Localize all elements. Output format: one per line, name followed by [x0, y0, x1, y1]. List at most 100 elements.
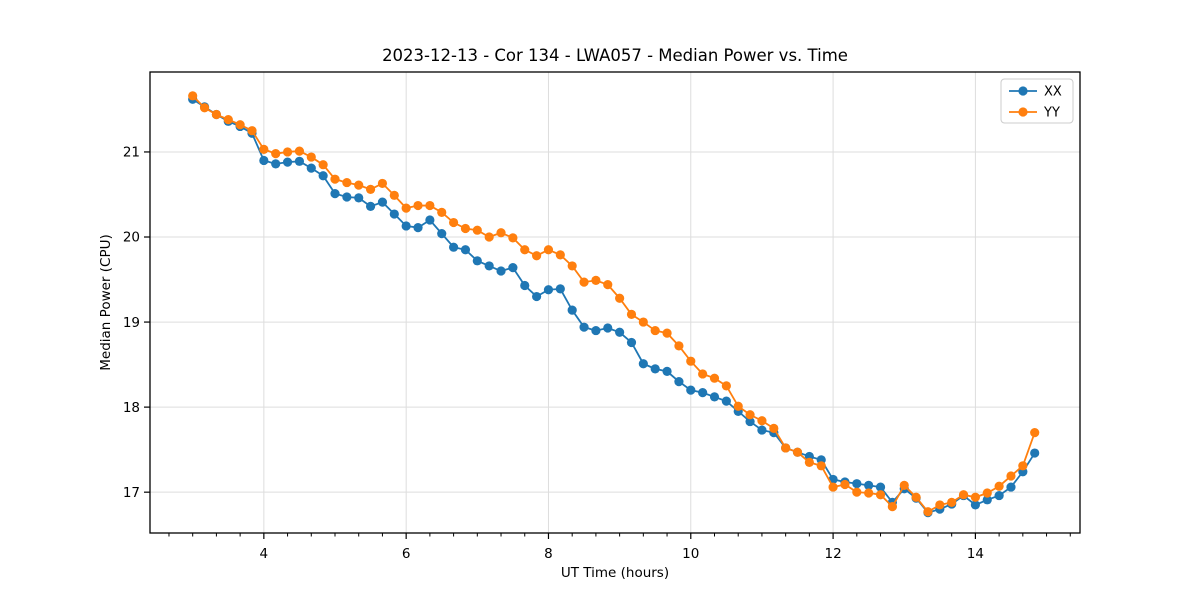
series-xx-marker — [294, 156, 305, 166]
x-tick-label: 4 — [260, 546, 269, 562]
legend-box — [1000, 78, 1074, 124]
series-xx-marker — [745, 416, 755, 427]
series-xx-marker — [970, 500, 981, 510]
series-xx-marker — [271, 159, 281, 169]
series-xx-marker — [852, 479, 862, 489]
y-tick-label: 20 — [123, 230, 140, 246]
y-tick-label: 19 — [123, 315, 140, 331]
series-yy-marker — [899, 480, 909, 490]
grid-lines — [150, 72, 1080, 533]
series-xx-marker — [709, 392, 720, 402]
series-xx-marker — [282, 157, 293, 167]
series-yy-marker — [1006, 471, 1016, 481]
series-yy-marker — [864, 488, 874, 498]
series-yy-marker — [449, 217, 459, 228]
series-yy-marker — [686, 356, 696, 366]
series-yy-marker — [626, 309, 637, 320]
legend-label-xx: XX — [1044, 85, 1062, 100]
series-xx-marker — [994, 490, 1004, 501]
series-xx-marker — [330, 189, 340, 199]
series-yy-marker — [223, 115, 233, 125]
series-yy-marker — [911, 492, 921, 502]
series-yy-marker — [650, 325, 660, 336]
y-axis-label: Median Power (CPU) — [98, 234, 114, 370]
series-xx-marker — [721, 396, 731, 406]
legend-marker-sample — [1018, 107, 1028, 117]
series-yy-marker — [401, 203, 411, 213]
series-xx-marker — [437, 229, 447, 239]
series-yy-marker — [555, 250, 565, 260]
y-tick-label: 17 — [123, 485, 140, 501]
series-xx-marker — [460, 245, 471, 255]
series-xx-marker — [555, 284, 565, 294]
series-yy-marker — [282, 147, 293, 157]
series-xx-marker — [567, 305, 577, 315]
series-yy-marker — [188, 91, 198, 101]
series-xx-marker — [377, 197, 388, 207]
series-xx-marker — [413, 223, 423, 233]
series-yy-marker — [875, 490, 886, 500]
series-yy-marker — [638, 317, 648, 327]
series-yy-marker — [520, 245, 530, 255]
series-yy-marker — [887, 502, 897, 512]
series-xx-marker — [354, 193, 364, 203]
series-yy-marker — [508, 233, 518, 243]
series-yy-marker — [745, 410, 755, 420]
y-tick-label: 18 — [123, 400, 140, 416]
series-xx-marker — [875, 482, 886, 492]
x-tick-label: 12 — [824, 546, 841, 562]
series-yy-marker — [259, 144, 269, 154]
series-xx-marker — [615, 327, 625, 337]
series-xx-marker — [401, 221, 411, 231]
series-yy-marker — [923, 507, 933, 517]
series-xx-marker — [259, 155, 269, 166]
series-yy-marker — [852, 487, 862, 497]
series-yy-marker — [437, 207, 447, 217]
series-yy-marker — [306, 152, 316, 162]
series-yy-marker — [840, 479, 850, 490]
series-yy-marker — [781, 443, 791, 453]
series-xx-marker — [520, 280, 530, 291]
series-xx-marker — [698, 388, 708, 398]
chart-title: 2023-12-13 - Cor 134 - LWA057 - Median P… — [382, 46, 848, 65]
series-yy-marker — [342, 177, 352, 188]
series-xx-marker — [579, 322, 589, 332]
x-axis-label: UT Time (hours) — [561, 565, 669, 581]
axis-tick-labels: 4 6 8 10 12 14 17 18 19 20 21 — [123, 145, 984, 562]
series-xx-marker — [365, 201, 376, 211]
series-yy-marker — [472, 225, 482, 235]
series-yy-marker — [330, 174, 340, 184]
x-tick-label: 6 — [402, 546, 411, 562]
legend-marker-sample — [1018, 86, 1028, 96]
series-yy-marker — [994, 481, 1004, 491]
series-xx-marker — [318, 171, 328, 181]
series-xx-marker — [425, 215, 435, 225]
plot-border — [149, 71, 1081, 534]
series-yy-marker — [721, 381, 731, 391]
series-yy-marker — [496, 228, 506, 238]
series-yy-marker — [733, 401, 743, 411]
x-tick-label: 14 — [967, 546, 984, 562]
series-xx-marker — [982, 495, 992, 505]
series-yy-marker — [532, 251, 542, 261]
axis-ticks — [144, 151, 1071, 539]
series-yy-marker — [958, 490, 969, 500]
series-xx-marker — [674, 377, 684, 387]
series-yy-marker — [294, 146, 305, 156]
series-yy-marker — [698, 369, 708, 379]
series-yy-marker — [662, 328, 672, 338]
series-yy-marker — [615, 293, 625, 303]
series-xx-marker — [1006, 482, 1016, 492]
series-yy-marker — [603, 280, 613, 290]
series-yy-marker — [211, 109, 222, 120]
series-yy-marker — [804, 457, 814, 467]
series-xx-marker — [449, 242, 459, 252]
series-xx-marker — [591, 325, 601, 336]
series-xx-marker — [638, 359, 648, 369]
series-yy-marker — [413, 200, 423, 211]
series-yy-marker — [543, 245, 554, 255]
series-xx-marker — [496, 266, 506, 276]
series-yy-marker — [354, 180, 364, 190]
series-yy-marker — [591, 275, 601, 285]
series-xx-marker — [484, 261, 494, 271]
